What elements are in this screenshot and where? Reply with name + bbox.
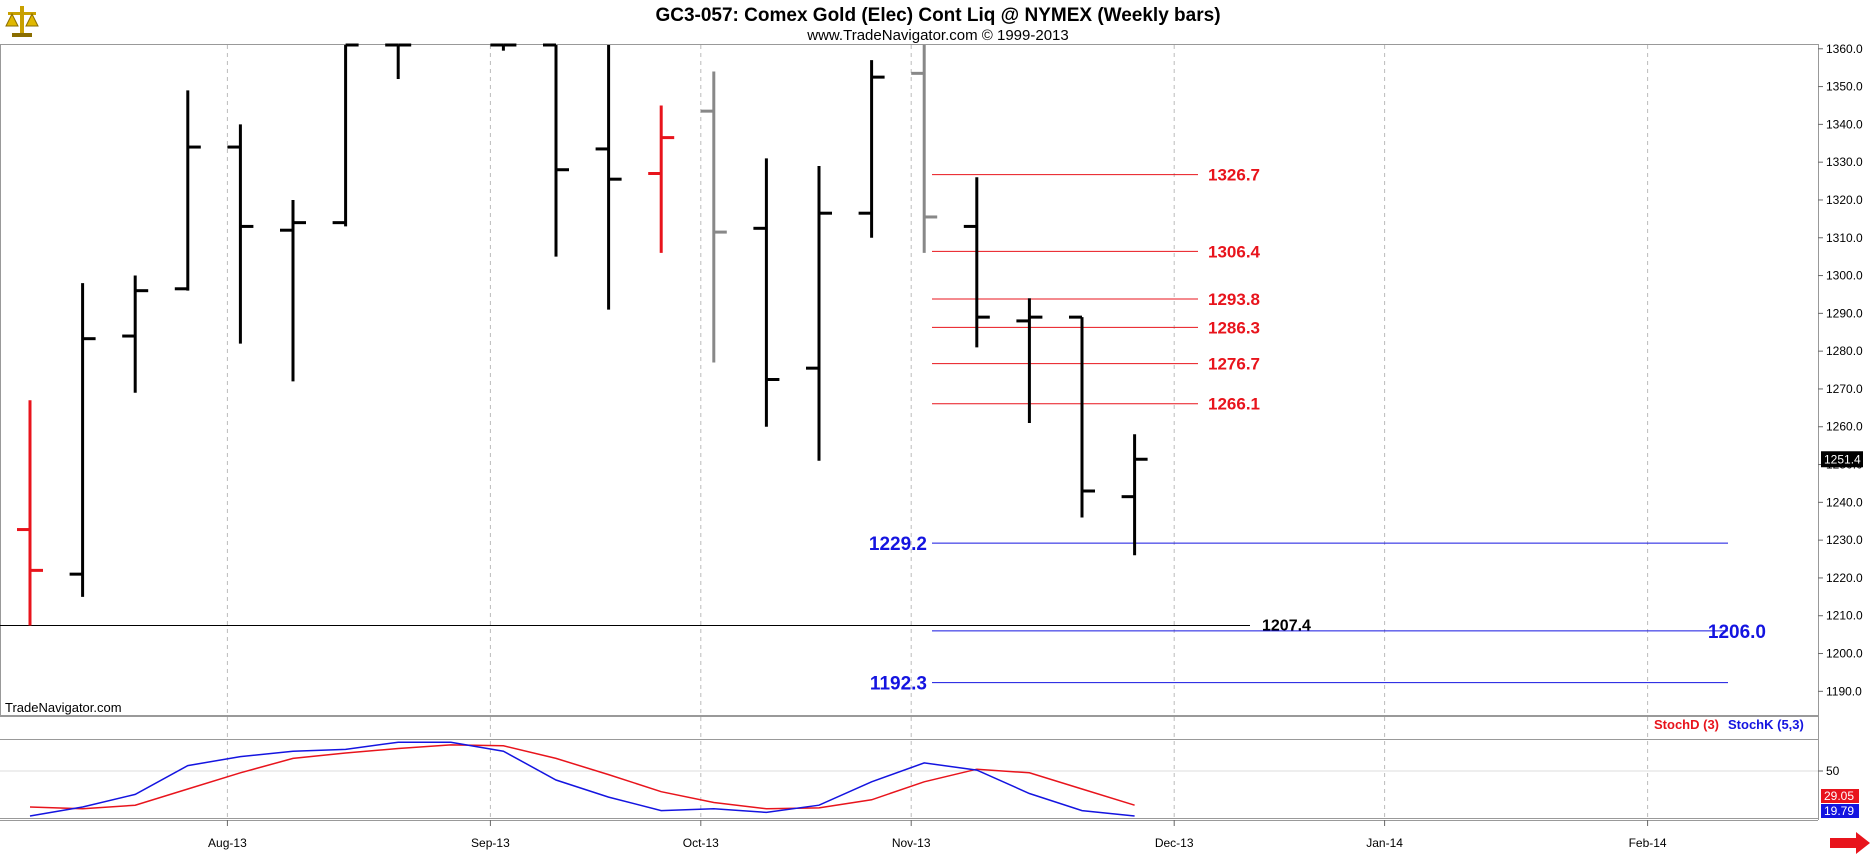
ohlc-bar xyxy=(753,158,780,427)
stochk-line xyxy=(29,741,1135,817)
ohlc-bar xyxy=(490,43,517,51)
blue-level-label: 1206.0 xyxy=(1708,622,1766,643)
ohlc-bar xyxy=(174,90,201,291)
y-tick-label: 1350.0 xyxy=(1826,80,1863,94)
ohlc-bar xyxy=(963,177,990,348)
ohlc-bar xyxy=(332,43,359,227)
logo xyxy=(5,6,39,37)
y-tick-label: 1310.0 xyxy=(1826,231,1863,245)
y-tick-label: 1280.0 xyxy=(1826,344,1863,358)
vertical-grid xyxy=(226,45,1649,820)
ohlc-bar xyxy=(858,60,885,238)
x-tick-label: Nov-13 xyxy=(892,836,931,850)
ohlc-bar xyxy=(1069,315,1095,518)
y-tick-label: 1340.0 xyxy=(1826,117,1863,131)
ohlc-bar xyxy=(17,400,43,626)
ohlc-bar xyxy=(806,165,832,461)
y-tick-label: 1290.0 xyxy=(1826,306,1863,320)
stochd-line xyxy=(29,744,1135,810)
date-axis: Aug-13 Sep-13 Oct-13 Nov-13 Dec-13 Jan-14 Feb-… xyxy=(208,820,1667,850)
ohlc-bar xyxy=(700,71,727,363)
y-tick-label: 1260.0 xyxy=(1826,420,1863,434)
legend-stochd: StochD (3) xyxy=(1654,717,1719,732)
red-level-label: 1286.3 xyxy=(1208,318,1260,337)
x-tick-label: Dec-13 xyxy=(1155,836,1194,850)
y-tick-label: 1270.0 xyxy=(1826,382,1863,396)
black-level-label: 1207.4 xyxy=(1262,618,1311,635)
x-tick-label: Feb-14 xyxy=(1629,836,1667,850)
ohlc-bar xyxy=(1121,434,1148,556)
y-tick-label: 1320.0 xyxy=(1826,193,1863,207)
y-tick-label: 1330.0 xyxy=(1826,155,1863,169)
stochk-value-label: 19.79 xyxy=(1824,804,1854,818)
ohlc-bar xyxy=(385,43,412,80)
y-tick-label: 1210.0 xyxy=(1826,609,1863,623)
x-tick-label: Jan-14 xyxy=(1366,836,1403,850)
y-tick-label: 1230.0 xyxy=(1826,533,1863,547)
red-level-label: 1266.1 xyxy=(1208,395,1260,414)
ohlc-bar xyxy=(648,105,675,253)
y-tick-label: 1240.0 xyxy=(1826,495,1863,509)
chart-title: GC3-057: Comex Gold (Elec) Cont Liq @ NY… xyxy=(655,5,1220,26)
legend-stochk: StochK (5,3) xyxy=(1728,717,1804,732)
ohlc-bar xyxy=(543,43,569,257)
last-price-label: 1251.4 xyxy=(1824,452,1861,466)
ohlc-bar xyxy=(69,283,96,597)
ohlc-bar xyxy=(122,275,149,393)
ohlc-bar xyxy=(911,45,938,253)
price-axis: 1190.01200.01210.01220.01230.01240.01250… xyxy=(1818,42,1863,698)
stochk-value-badge xyxy=(1821,804,1859,818)
y-tick-label: 1200.0 xyxy=(1826,647,1863,661)
ohlc-bar xyxy=(1016,298,1043,423)
x-tick-label: Oct-13 xyxy=(683,836,719,850)
red-level-label: 1326.7 xyxy=(1208,166,1260,185)
red-level-label: 1276.7 xyxy=(1208,355,1260,374)
chart-subtitle: www.TradeNavigator.com © 1999-2013 xyxy=(806,27,1068,44)
x-tick-label: Aug-13 xyxy=(208,836,247,850)
stochd-value-label: 29.05 xyxy=(1824,789,1854,803)
x-tick-label: Sep-13 xyxy=(471,836,510,850)
blue-level-label: 1229.2 xyxy=(869,534,927,555)
stoch-y-tick-label: 50 xyxy=(1826,764,1840,778)
blue-level-label: 1192.3 xyxy=(870,674,927,695)
ohlc-bar xyxy=(280,199,306,382)
watermark: TradeNavigator.com xyxy=(5,700,122,715)
y-tick-label: 1300.0 xyxy=(1826,269,1863,283)
ohlc-bar xyxy=(595,45,622,310)
red-level-label: 1306.4 xyxy=(1208,242,1261,261)
stochd-value-badge xyxy=(1821,789,1859,803)
y-tick-label: 1360.0 xyxy=(1826,42,1863,56)
level-lines: 1326.7 1306.4 1293.8 1286.3 1276.7 1266.1 1229… xyxy=(0,166,1766,695)
trade-navigator-scales-logo-icon xyxy=(5,6,39,37)
ohlc-bar xyxy=(227,124,254,344)
red-level-label: 1293.8 xyxy=(1208,290,1260,309)
ohlc-bars xyxy=(17,43,1148,626)
y-tick-label: 1190.0 xyxy=(1826,684,1862,698)
price-panel-frame xyxy=(0,44,1819,716)
last-price-badge: 1251.4 xyxy=(1821,451,1863,468)
red-right-arrow-icon[interactable] xyxy=(1830,832,1870,854)
y-tick-label: 1220.0 xyxy=(1826,571,1863,585)
